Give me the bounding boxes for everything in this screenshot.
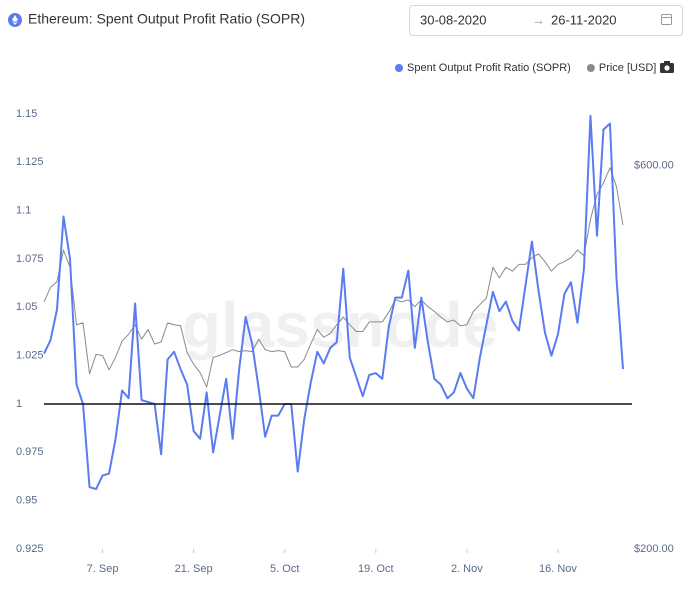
y-tick-label: 1.075 xyxy=(16,253,44,265)
calendar-icon[interactable] xyxy=(661,14,672,25)
x-tick-label: 7. Sep xyxy=(87,563,119,575)
x-tick-label: 16. Nov xyxy=(539,563,577,575)
date-picker[interactable] xyxy=(409,5,683,36)
eth-glyph xyxy=(12,15,18,25)
legend-label[interactable]: Spent Output Profit Ratio (SOPR) xyxy=(407,62,571,74)
y2-tick-label: $600.00 xyxy=(634,160,674,172)
series-line xyxy=(43,167,624,388)
y-tick-label: 1.05 xyxy=(16,301,37,313)
y-tick-label: 1.1 xyxy=(16,205,31,217)
x-tick-label: 5. Oct xyxy=(270,563,299,575)
chart-title: Ethereum: Spent Output Profit Ratio (SOP… xyxy=(28,11,305,27)
y-tick-label: 0.925 xyxy=(16,543,44,555)
x-tick-label: 2. Nov xyxy=(451,563,483,575)
date-to[interactable]: 26-11-2020 xyxy=(551,12,617,27)
y2-tick-label: $200.00 xyxy=(634,543,674,555)
legend-label[interactable]: Price [USD] xyxy=(599,62,656,74)
x-tick-label: 21. Sep xyxy=(175,563,213,575)
date-arrow: → xyxy=(532,12,545,27)
y-tick-label: 1.15 xyxy=(16,108,37,120)
series-line xyxy=(43,114,624,491)
y-tick-label: 1.125 xyxy=(16,156,44,168)
camera-icon[interactable] xyxy=(660,61,674,73)
y-tick-label: 1 xyxy=(16,398,22,410)
x-tick-label: 19. Oct xyxy=(358,563,393,575)
y-tick-label: 0.95 xyxy=(16,495,37,507)
date-from[interactable]: 30-08-2020 xyxy=(420,12,487,27)
legend-marker xyxy=(586,64,595,72)
y-tick-label: 1.025 xyxy=(16,350,44,362)
y-tick-label: 0.975 xyxy=(16,446,44,458)
legend-marker xyxy=(395,64,403,72)
